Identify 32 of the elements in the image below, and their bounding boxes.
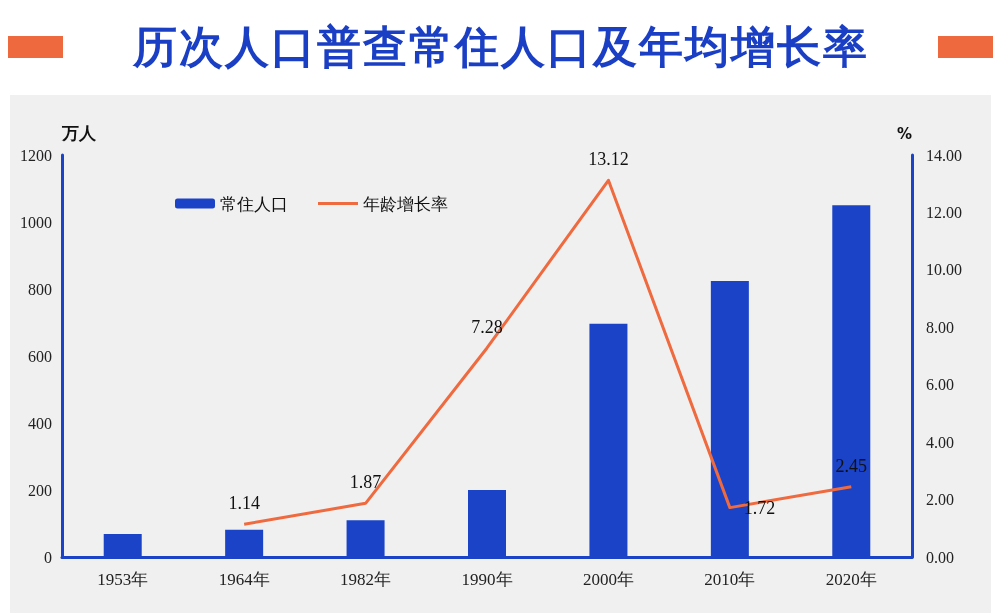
data-label: 7.28 [471, 316, 503, 337]
chart-title: 历次人口普查常住人口及年均增长率 [131, 20, 870, 74]
y2-tick-label: 10.00 [926, 261, 962, 279]
y2-axis-title: % [896, 124, 912, 143]
y2-tick-label: 0.00 [926, 548, 954, 566]
y-tick-label: 600 [28, 347, 52, 365]
x-tick-label: 1982年 [340, 570, 392, 589]
legend-label: 年龄增长率 [363, 193, 448, 214]
y-tick-label: 0 [44, 548, 52, 566]
y-tick-label: 800 [28, 280, 52, 298]
y2-tick-label: 14.00 [926, 146, 962, 164]
legend-label: 常住人口 [220, 193, 288, 214]
y2-tick-label: 8.00 [926, 318, 954, 336]
x-tick-label: 2010年 [704, 570, 756, 589]
x-tick-label: 2000年 [582, 570, 634, 589]
y2-tick-label: 6.00 [926, 376, 954, 394]
y-tick-label: 1200 [20, 146, 52, 164]
y2-tick-label: 4.00 [926, 433, 954, 451]
x-tick-label: 1990年 [461, 570, 513, 589]
data-label: 2.45 [835, 455, 868, 476]
x-tick-label: 1953年 [97, 570, 149, 589]
y-tick-label: 200 [28, 481, 52, 499]
data-label: 1.14 [228, 493, 260, 514]
y-tick-label: 400 [28, 414, 52, 432]
y2-tick-label: 12.00 [926, 203, 962, 221]
y2-tick-label: 2.00 [926, 491, 954, 509]
x-tick-label: 1964年 [218, 570, 270, 589]
y-tick-label: 1000 [20, 213, 52, 231]
data-label: 1.87 [349, 472, 382, 493]
y-axis-title: 万人 [61, 122, 97, 143]
data-label: 13.12 [588, 149, 629, 170]
x-tick-label: 2020年 [825, 570, 877, 589]
